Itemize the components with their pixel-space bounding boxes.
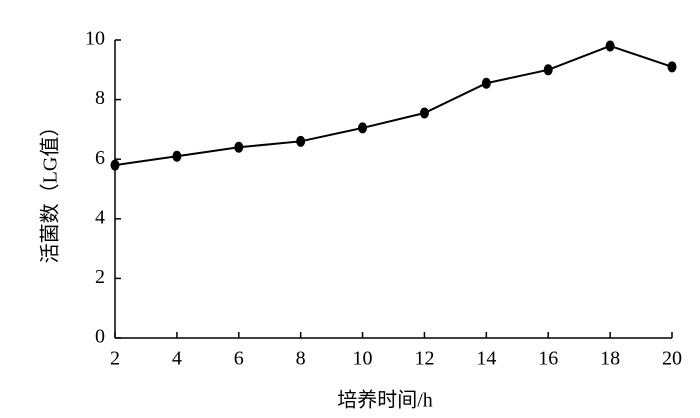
data-point [419,107,429,119]
data-point [172,150,182,162]
data-point [605,40,615,52]
y-tick-label: 10 [85,28,105,50]
y-axis-label: 活菌数（LG值） [39,117,62,264]
x-tick-label: 12 [414,348,434,370]
data-point [358,122,368,134]
x-tick-label: 16 [538,348,558,370]
x-tick-label: 20 [662,348,682,370]
data-point [481,77,491,89]
data-point [234,141,244,153]
x-axis-label: 培养时间/h [337,389,433,412]
y-tick-label: 6 [95,147,105,169]
y-tick-label: 8 [95,87,105,109]
data-point [543,64,553,76]
x-tick-label: 2 [110,348,120,370]
x-tick-label: 10 [353,348,373,370]
y-tick-label: 0 [95,326,105,348]
x-tick-label: 18 [600,348,620,370]
y-tick-label: 2 [95,266,105,288]
data-point [110,159,120,171]
series-line [114,44,673,167]
x-tick-label: 4 [172,348,182,370]
data-point [296,135,306,147]
y-tick-label: 4 [95,206,105,228]
data-point [667,61,677,73]
x-tick-label: 14 [476,348,496,370]
x-tick-label: 8 [296,348,306,370]
x-tick-label: 6 [234,348,244,370]
